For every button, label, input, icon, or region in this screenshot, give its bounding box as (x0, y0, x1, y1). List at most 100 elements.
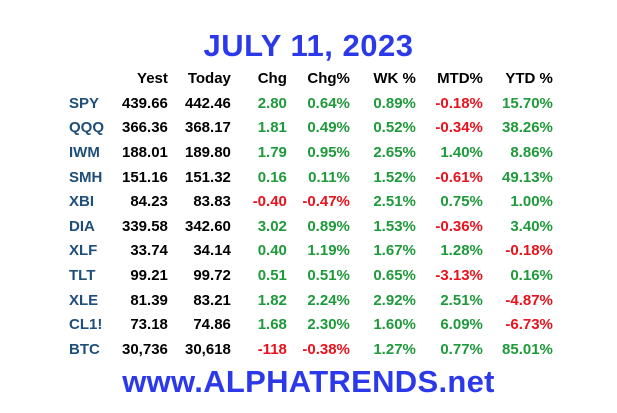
table-row: DIA 339.58 342.60 3.02 0.89% 1.53% -0.36% 3.40% (60, 213, 559, 239)
mtd-pct-cell: -3.13% (420, 262, 489, 288)
column-header-chg-pct: Chg% (291, 66, 356, 92)
yest-cell: 99.21 (116, 262, 174, 288)
chg-pct-cell: 0.89% (291, 213, 356, 239)
mtd-pct-cell: 1.28% (420, 238, 489, 264)
symbol-cell: XBI (60, 188, 117, 215)
yest-cell: 33.74 (116, 238, 174, 264)
ytd-pct-cell: 85.01% (487, 336, 559, 362)
chg-pct-cell: 2.30% (291, 311, 356, 338)
mtd-pct-cell: 1.40% (420, 139, 489, 165)
mtd-pct-cell: 0.77% (420, 336, 489, 362)
ytd-pct-cell: 0.16% (487, 262, 559, 288)
mtd-pct-cell: -0.61% (420, 164, 489, 190)
chg-pct-cell: 1.19% (291, 238, 356, 264)
yest-cell: 339.58 (116, 213, 174, 239)
table-row: BTC 30,736 30,618 -118 -0.38% 1.27% 0.77% 85.01… (60, 336, 559, 362)
wk-pct-cell: 2.51% (354, 188, 422, 215)
yest-cell: 81.39 (116, 287, 174, 313)
chg-cell: 1.82 (235, 287, 293, 313)
ytd-pct-cell: -4.87% (487, 287, 559, 313)
yest-cell: 30,736 (116, 336, 174, 362)
chg-pct-cell: 0.51% (291, 262, 356, 288)
chg-cell: 0.16 (235, 164, 293, 190)
table-header-row: Yest Today Chg Chg% WK % MTD% YTD % (61, 66, 559, 92)
wk-pct-cell: 2.92% (354, 287, 422, 313)
chg-cell: 1.68 (235, 311, 293, 338)
table-row: TLT 99.21 99.72 0.51 0.51% 0.65% -3.13% 0.16% (60, 262, 559, 288)
column-header-wk-pct: WK % (354, 66, 422, 92)
page-title: JULY 11, 2023 (203, 28, 414, 63)
column-header-chg: Chg (235, 66, 293, 92)
symbol-cell: DIA (60, 213, 117, 239)
column-header-symbol (61, 67, 117, 92)
today-cell: 151.32 (172, 164, 237, 190)
table-row: XLF 33.74 34.14 0.40 1.19% 1.67% 1.28% -0.18% (60, 238, 559, 264)
today-cell: 83.83 (172, 188, 237, 215)
wk-pct-cell: 1.53% (354, 213, 422, 239)
chg-pct-cell: 0.11% (291, 164, 356, 190)
chg-pct-cell: -0.47% (291, 188, 356, 215)
mtd-pct-cell: 0.75% (420, 188, 489, 215)
wk-pct-cell: 0.52% (354, 115, 422, 141)
table-row: XLE 81.39 83.21 1.82 2.24% 2.92% 2.51% -4.87% (60, 287, 559, 313)
column-header-today: Today (172, 66, 237, 92)
chg-pct-cell: 0.95% (291, 139, 356, 165)
table-row: QQQ 366.36 368.17 1.81 0.49% 0.52% -0.34% 38.26… (60, 115, 559, 141)
today-cell: 99.72 (172, 262, 237, 288)
column-header-yest: Yest (116, 66, 174, 92)
symbol-cell: BTC (60, 336, 117, 362)
column-header-ytd-pct: YTD % (487, 66, 559, 92)
chg-pct-cell: 0.64% (291, 91, 356, 116)
symbol-cell: XLE (60, 287, 117, 313)
table-row: IWM 188.01 189.80 1.79 0.95% 2.65% 1.40% 8.86% (60, 139, 559, 165)
ytd-pct-cell: -0.18% (487, 238, 559, 264)
symbol-cell: SPY (69, 94, 100, 112)
website-url: www.ALPHATRENDS.net (122, 364, 495, 399)
mtd-pct-cell: -0.36% (420, 213, 489, 239)
wk-pct-cell: 0.65% (354, 262, 422, 288)
chg-pct-cell: 0.49% (291, 115, 356, 141)
mtd-pct-cell: 6.09% (420, 311, 489, 338)
table-row: SMH 151.16 151.32 0.16 0.11% 1.52% -0.61% 49.13… (60, 164, 559, 190)
symbol-cell: SMH (60, 164, 117, 190)
wk-pct-cell: 1.52% (354, 164, 422, 190)
symbol-cell: XLF (60, 238, 117, 264)
chg-cell: 0.51 (235, 262, 293, 288)
today-cell: 189.80 (172, 139, 237, 165)
chg-pct-cell: -0.38% (291, 336, 356, 362)
ytd-pct-cell: 15.70% (487, 91, 559, 116)
ytd-pct-cell: -6.73% (487, 311, 559, 338)
ytd-pct-cell: 8.86% (487, 139, 559, 165)
chg-cell: 2.80 (235, 91, 293, 116)
column-header-mtd-pct: MTD% (420, 66, 489, 92)
symbol-cell: IWM (60, 139, 117, 165)
today-cell: 83.21 (172, 287, 237, 313)
today-cell: 34.14 (172, 238, 237, 264)
table-row: XBI 84.23 83.83 -0.40 -0.47% 2.51% 0.75% 1.00% (60, 188, 559, 215)
table-row: SPY 439.66 442.46 2.80 0.64% 0.89% -0.18% 15.70… (61, 91, 559, 116)
yest-cell: 188.01 (116, 139, 174, 165)
today-cell: 342.60 (172, 213, 237, 239)
chg-pct-cell: 2.24% (291, 287, 356, 313)
yest-cell: 366.36 (116, 115, 174, 141)
yest-cell: 84.23 (116, 188, 174, 215)
chg-cell: -118 (235, 336, 293, 362)
ytd-pct-cell: 1.00% (487, 188, 559, 215)
chg-cell: 3.02 (235, 213, 293, 239)
chg-cell: 1.81 (235, 115, 293, 141)
chg-cell: -0.40 (235, 188, 293, 215)
symbol-cell: QQQ (60, 115, 117, 141)
wk-pct-cell: 1.27% (354, 336, 422, 362)
symbol-cell: CL1! (60, 311, 117, 338)
wk-pct-cell: 1.60% (354, 311, 422, 338)
table-row: CL1! 73.18 74.86 1.68 2.30% 1.60% 6.09% -6.73% (60, 311, 559, 338)
wk-pct-cell: 2.65% (354, 139, 422, 165)
ytd-pct-cell: 49.13% (487, 164, 559, 190)
symbol-cell: TLT (60, 262, 117, 288)
yest-cell: 73.18 (116, 311, 174, 338)
mtd-pct-cell: 2.51% (420, 287, 489, 313)
today-cell: 74.86 (172, 311, 237, 338)
yest-cell: 151.16 (116, 164, 174, 190)
wk-pct-cell: 1.67% (354, 238, 422, 264)
today-cell: 368.17 (172, 115, 237, 141)
